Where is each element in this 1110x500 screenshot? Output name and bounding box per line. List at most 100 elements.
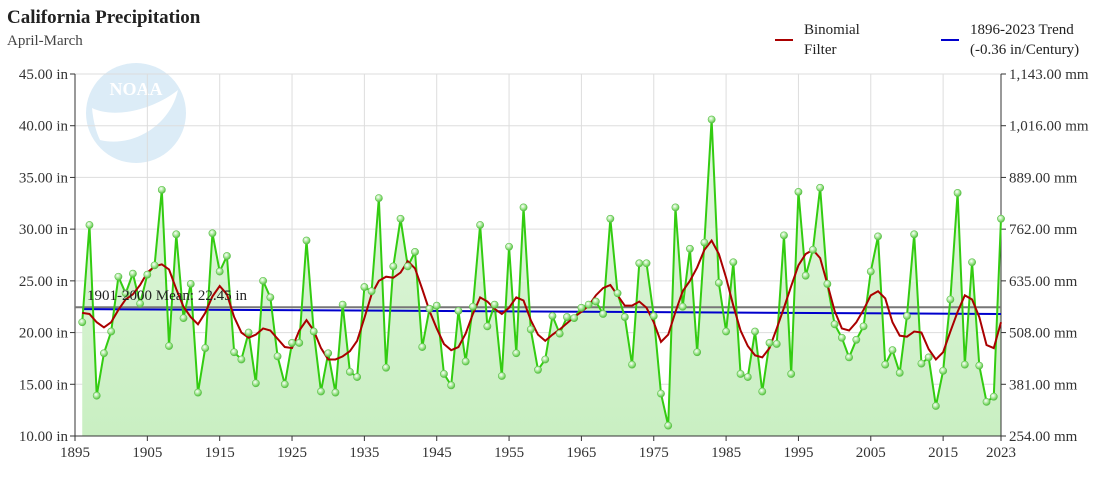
data-point xyxy=(635,259,644,268)
data-point xyxy=(215,267,224,276)
data-point xyxy=(157,185,166,194)
data-point xyxy=(114,272,123,281)
y-tick-label-left: 45.00 in xyxy=(19,67,69,83)
data-point xyxy=(230,348,239,357)
data-point xyxy=(606,214,615,223)
data-point xyxy=(801,271,810,280)
data-point xyxy=(534,365,542,374)
data-point xyxy=(165,342,173,350)
data-point xyxy=(714,279,723,287)
data-point xyxy=(809,245,817,254)
data-point xyxy=(982,397,991,406)
data-point xyxy=(758,387,767,396)
y-tick-label-right: 254.00 mm xyxy=(1009,429,1078,445)
data-point xyxy=(266,293,275,302)
data-point xyxy=(577,303,586,312)
data-point xyxy=(722,327,730,336)
data-point xyxy=(989,392,998,401)
data-point xyxy=(360,283,369,291)
data-point xyxy=(353,373,362,381)
data-point xyxy=(924,353,933,362)
data-point xyxy=(461,357,470,366)
data-point xyxy=(620,313,629,321)
data-point xyxy=(591,297,600,306)
x-tick-label: 1915 xyxy=(205,445,235,461)
y-tick-label-left: 25.00 in xyxy=(19,274,69,290)
data-point xyxy=(244,328,253,337)
data-point xyxy=(548,312,557,320)
data-point xyxy=(845,353,853,362)
x-tick-label: 2023 xyxy=(986,445,1016,461)
data-point xyxy=(288,339,296,347)
y-tick-label-right: 1,143.00 mm xyxy=(1009,67,1089,83)
data-point xyxy=(555,329,564,338)
data-point xyxy=(85,221,94,229)
data-point xyxy=(975,361,984,370)
data-point xyxy=(649,312,658,320)
data-point xyxy=(331,388,340,397)
data-point xyxy=(910,230,919,239)
y-tick-label-right: 762.00 mm xyxy=(1009,222,1078,238)
y-tick-label-right: 889.00 mm xyxy=(1009,170,1078,186)
data-point xyxy=(295,339,304,347)
data-point xyxy=(107,327,116,336)
data-point xyxy=(346,367,354,376)
data-point xyxy=(280,380,289,389)
legend-item-trend[interactable]: 1896-2023 Trend (-0.36 in/Century) xyxy=(940,20,1100,64)
y-tick-label-right: 1,016.00 mm xyxy=(1009,119,1089,135)
data-point xyxy=(953,189,962,197)
y-tick-label-right: 381.00 mm xyxy=(1009,377,1078,393)
y-tick-label-left: 15.00 in xyxy=(19,377,69,393)
x-tick-label: 1965 xyxy=(566,445,596,461)
data-point xyxy=(432,301,441,310)
data-point xyxy=(903,312,911,320)
noaa-logo-gull xyxy=(92,90,178,142)
data-point xyxy=(613,289,622,298)
data-point xyxy=(830,320,839,329)
data-point xyxy=(895,369,904,377)
legend-label-filter-line1: Binomial xyxy=(804,22,860,38)
data-point xyxy=(664,421,673,430)
chart-subtitle: April-March xyxy=(7,33,83,49)
x-tick-label: 1925 xyxy=(277,445,307,461)
data-point xyxy=(338,300,347,309)
data-point xyxy=(787,370,796,378)
y-tick-label-left: 30.00 in xyxy=(19,222,69,238)
x-tick-label: 1895 xyxy=(60,445,90,461)
data-point xyxy=(939,366,948,375)
data-point xyxy=(866,267,875,276)
data-point xyxy=(374,194,383,203)
binomial-filter-line xyxy=(82,238,1002,362)
data-point xyxy=(136,299,145,308)
data-point xyxy=(671,203,680,212)
data-point xyxy=(751,327,759,336)
data-point xyxy=(512,349,521,358)
data-point xyxy=(389,262,398,271)
data-point xyxy=(563,313,571,321)
data-point xyxy=(273,352,282,361)
data-point xyxy=(223,252,231,260)
data-point xyxy=(931,402,940,410)
data-point xyxy=(881,360,890,369)
data-point xyxy=(505,242,513,251)
data-point xyxy=(468,302,477,311)
data-point xyxy=(396,214,405,223)
data-point xyxy=(837,333,846,342)
data-point xyxy=(172,230,181,239)
data-point xyxy=(128,269,137,278)
data-point xyxy=(483,322,492,331)
legend-item-filter[interactable]: Binomial Filter xyxy=(772,20,882,64)
data-point xyxy=(678,302,687,311)
legend-swatch-trend xyxy=(941,39,959,41)
legend-label-trend-line1: 1896-2023 Trend xyxy=(970,22,1074,38)
y-tick-label-right: 508.00 mm xyxy=(1009,326,1078,342)
x-tick-label: 2015 xyxy=(928,445,958,461)
noaa-logo-text: NOAA xyxy=(110,79,163,99)
data-point xyxy=(251,379,260,388)
data-point xyxy=(425,304,434,313)
trend-line xyxy=(82,308,1002,315)
data-point xyxy=(642,259,651,268)
data-point xyxy=(570,314,579,322)
x-tick-label: 1975 xyxy=(639,445,669,461)
